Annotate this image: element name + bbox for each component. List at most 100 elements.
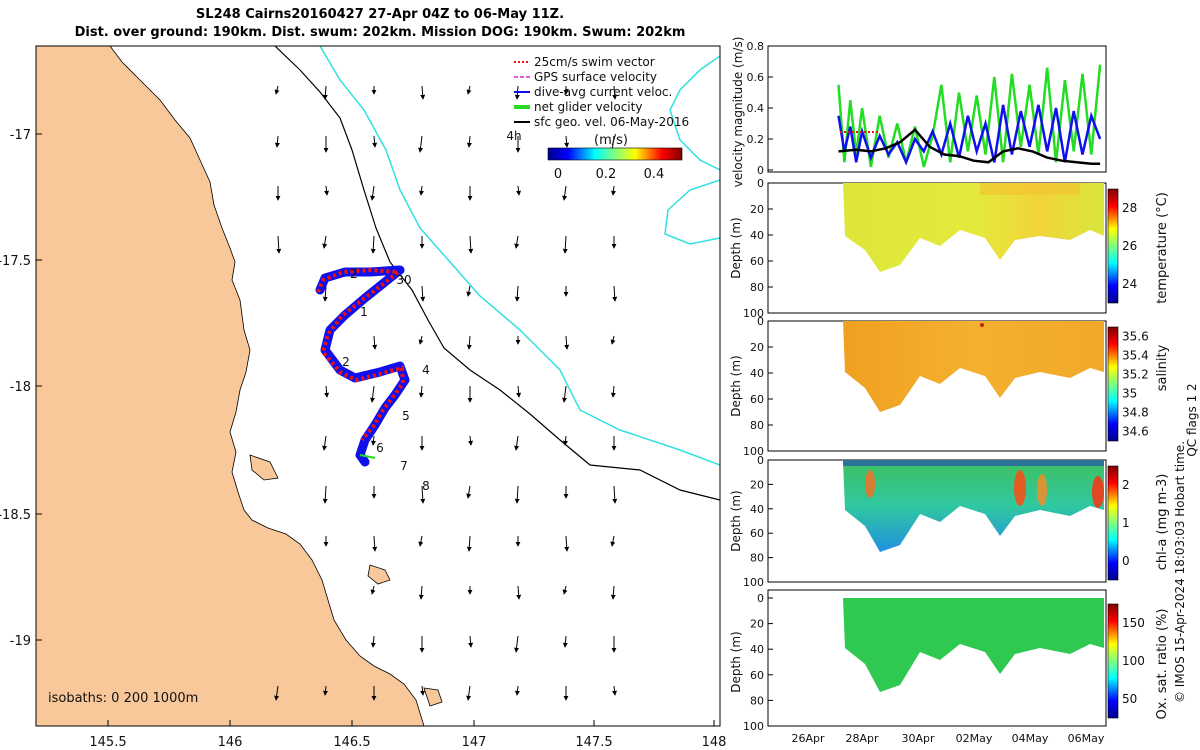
geo-velocity-arrow xyxy=(564,135,570,148)
colorbar-tick-label: 35.2 xyxy=(1122,368,1149,382)
depth-tick-label: 40 xyxy=(750,367,764,380)
geo-velocity-arrow xyxy=(516,185,522,196)
temperature-warm-patch xyxy=(980,183,1080,195)
chla-panel xyxy=(767,459,1119,583)
copyright-footer: © IMOS 15-Apr-2024 18:03:03 Hobart time. xyxy=(1173,441,1187,703)
velocity-ylabel: velocity magnitude (m/s) xyxy=(731,37,745,188)
legend-entry: GPS surface velocity xyxy=(534,70,657,84)
geo-velocity-arrow xyxy=(420,85,426,100)
map-latitude-ticks: -17 -17.5 -18 -18.5 -19 xyxy=(0,128,42,649)
lat-tick-label: -19 xyxy=(10,634,31,649)
geo-velocity-arrow xyxy=(466,135,472,148)
chla-bloom xyxy=(865,470,875,498)
lon-tick-label: 146.5 xyxy=(333,735,370,750)
temperature-panel xyxy=(767,182,1119,314)
colorbar-tick: 0 xyxy=(554,167,562,182)
track-swim-vectors xyxy=(316,267,406,442)
geo-velocity-arrow xyxy=(466,485,472,499)
chla-colorbar xyxy=(1107,465,1119,581)
temperature-field xyxy=(843,183,1104,272)
oxygen-field xyxy=(843,598,1104,692)
island xyxy=(367,564,391,585)
geo-velocity-arrow xyxy=(562,585,568,595)
oxygen-colorbar xyxy=(1107,603,1119,719)
geo-velocity-arrow xyxy=(276,235,282,254)
track-day-label: 6 xyxy=(376,441,384,455)
colorbar-tick-label: 34.8 xyxy=(1122,406,1149,420)
geostrophic-velocity-arrows xyxy=(274,85,618,701)
oxygen-panel xyxy=(767,589,1119,727)
lon-tick-label: 148 xyxy=(702,735,727,750)
legend-entry: sfc geo. vel. 06-May-2016 xyxy=(534,115,689,129)
track-day-label: 1 xyxy=(360,305,368,319)
colorbar-title: Ox. sat. ratio (%) xyxy=(1155,609,1170,720)
colorbar-tick-label: 35.6 xyxy=(1122,330,1149,344)
time-tick-label: 30Apr xyxy=(901,732,935,745)
geo-velocity-arrow xyxy=(612,485,618,504)
lon-tick-label: 146 xyxy=(218,735,243,750)
geo-velocity-arrow xyxy=(610,185,616,196)
time-tick-label: 28Apr xyxy=(845,732,879,745)
geo-velocity-arrow xyxy=(418,585,424,600)
geo-velocity-arrow xyxy=(468,435,474,446)
lat-tick-label: -18.5 xyxy=(0,508,31,523)
salinity-outlier xyxy=(980,323,984,327)
depth-tick-label: 20 xyxy=(750,203,764,216)
geo-velocity-arrow xyxy=(562,435,568,446)
colorbar-labels: 24 26 28 temperature (°C) 34.6 34.8 35 35.2 35.4… xyxy=(1122,192,1170,719)
track-day-label: 2 xyxy=(342,355,350,369)
geo-velocity-arrow xyxy=(274,85,280,95)
depth-tick-label: 20 xyxy=(750,478,764,491)
depth-ylabel: Depth (m) xyxy=(729,217,743,278)
depth-tick-label: 100 xyxy=(743,445,764,458)
geo-velocity-arrow xyxy=(420,285,426,302)
geo-velocity-arrow xyxy=(418,135,423,153)
geo-velocity-arrow xyxy=(564,535,570,552)
depth-tick-label: 60 xyxy=(750,527,764,540)
track-day-label: 4 xyxy=(422,363,430,377)
depth-tick-label: 80 xyxy=(750,419,764,432)
geo-velocity-arrow xyxy=(562,635,568,648)
qc-flags-note: QC flags 1 2 xyxy=(1185,383,1199,456)
time-tick-label: 26Apr xyxy=(791,732,825,745)
isobath-1000m xyxy=(319,46,720,466)
depth-tick-label: 0 xyxy=(757,315,764,328)
colorbar-title: chl-a (mg m-3) xyxy=(1155,474,1170,571)
geo-velocity-arrow xyxy=(514,235,520,249)
velocity-ytick-label: 0.8 xyxy=(747,40,765,53)
time-tick-label: 06May xyxy=(1068,732,1105,745)
legend-entry: net glider velocity xyxy=(534,100,642,114)
colorbar-tick: 0.4 xyxy=(644,167,665,182)
colorbar-tick-label: 50 xyxy=(1122,692,1137,706)
depth-tick-label: 0 xyxy=(757,454,764,467)
geo-velocity-arrow xyxy=(418,385,424,398)
salinity-panel xyxy=(767,320,1119,452)
geo-velocity-arrow xyxy=(610,335,616,345)
geo-velocity-arrow xyxy=(370,435,376,446)
chla-bloom xyxy=(1092,476,1104,508)
track-day-label: 30 xyxy=(396,273,411,287)
geo-velocity-arrow xyxy=(514,635,519,653)
colorbar-tick-label: 150 xyxy=(1122,616,1145,630)
depth-tick-label: 40 xyxy=(750,503,764,516)
geo-velocity-arrow xyxy=(514,685,520,696)
title-line-2: Dist. over ground: 190km. Dist. swum: 20… xyxy=(74,25,686,40)
depth-ylabel: Depth (m) xyxy=(729,631,743,692)
geo-velocity-arrow xyxy=(372,335,378,350)
geo-velocity-arrow xyxy=(324,385,330,398)
depth-tick-label: 100 xyxy=(743,720,764,733)
geo-velocity-arrow xyxy=(420,685,426,696)
colorbar-tick-label: 100 xyxy=(1122,654,1145,668)
velocity-panel: 0 0.2 0.4 0.6 0.8 velocity magnitude (m/s) xyxy=(731,37,1107,188)
colorbar-tick: 0.2 xyxy=(596,167,617,182)
depth-axes: 0 20 40 60 80 100 Depth (m) 0 20 40 60 80 100 Depth (… xyxy=(729,177,773,733)
depth-tick-label: 40 xyxy=(750,643,764,656)
isobath-1000m-offshore xyxy=(669,55,720,171)
geo-velocity-arrow xyxy=(370,235,376,254)
geo-velocity-arrow xyxy=(274,135,280,148)
geo-velocity-arrow xyxy=(562,235,568,254)
geo-velocity-arrow xyxy=(370,185,376,201)
track-current-velocity xyxy=(315,265,410,467)
colorbar-title: salinity xyxy=(1155,344,1170,391)
island xyxy=(423,687,443,707)
